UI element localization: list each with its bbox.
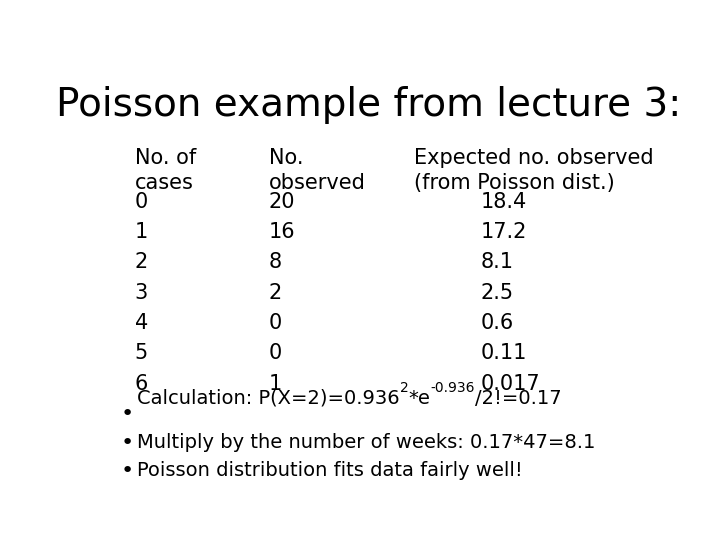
Text: (from Poisson dist.): (from Poisson dist.)	[413, 173, 614, 193]
Text: /2!=0.17: /2!=0.17	[475, 389, 562, 408]
Text: 0.017: 0.017	[481, 374, 540, 394]
Text: 0: 0	[269, 313, 282, 333]
Text: Poisson example from lecture 3:: Poisson example from lecture 3:	[56, 85, 682, 124]
Text: 4: 4	[135, 313, 148, 333]
Text: No. of: No. of	[135, 148, 196, 168]
Text: Expected no. observed: Expected no. observed	[413, 148, 653, 168]
Text: Calculation: P(X=2)=0.936: Calculation: P(X=2)=0.936	[138, 389, 400, 408]
Text: 2.5: 2.5	[481, 282, 514, 303]
Text: No.: No.	[269, 148, 303, 168]
Text: 6: 6	[135, 374, 148, 394]
Text: 5: 5	[135, 343, 148, 363]
Text: 2: 2	[400, 381, 409, 395]
Text: *e: *e	[409, 389, 431, 408]
Text: 0.6: 0.6	[481, 313, 514, 333]
Text: 20: 20	[269, 192, 295, 212]
Text: 2: 2	[269, 282, 282, 303]
Text: •: •	[121, 433, 134, 453]
Text: 8.1: 8.1	[481, 252, 513, 272]
Text: 1: 1	[269, 374, 282, 394]
Text: 0.11: 0.11	[481, 343, 527, 363]
Text: 18.4: 18.4	[481, 192, 527, 212]
Text: 2: 2	[135, 252, 148, 272]
Text: -0.936: -0.936	[431, 381, 475, 395]
Text: 0: 0	[135, 192, 148, 212]
Text: 8: 8	[269, 252, 282, 272]
Text: •: •	[121, 461, 134, 481]
Text: 0: 0	[269, 343, 282, 363]
Text: 3: 3	[135, 282, 148, 303]
Text: 1: 1	[135, 222, 148, 242]
Text: observed: observed	[269, 173, 366, 193]
Text: Poisson distribution fits data fairly well!: Poisson distribution fits data fairly we…	[138, 461, 523, 480]
Text: 17.2: 17.2	[481, 222, 527, 242]
Text: •: •	[121, 404, 134, 424]
Text: cases: cases	[135, 173, 194, 193]
Text: Multiply by the number of weeks: 0.17*47=8.1: Multiply by the number of weeks: 0.17*47…	[138, 433, 596, 452]
Text: 16: 16	[269, 222, 295, 242]
